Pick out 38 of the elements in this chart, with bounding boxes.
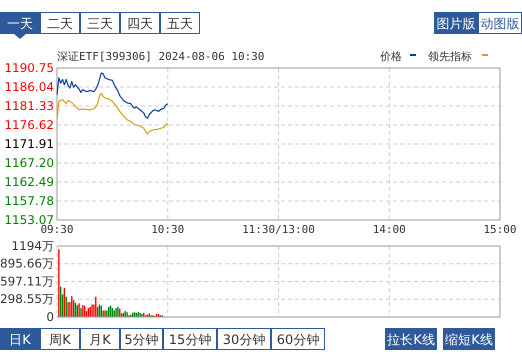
y-tick-label: 1171.91 [4, 137, 54, 151]
tab-button: 缩短K线 [443, 328, 495, 350]
y-tick-label: 1181.33 [4, 99, 54, 113]
y-tick-label: 0 [46, 310, 54, 324]
tab-button: 30分钟 [217, 328, 271, 350]
tab-button: 二天 [40, 12, 80, 34]
x-tick-label: 10:30 [151, 223, 184, 236]
x-tick-label: 09:30 [40, 223, 74, 236]
legend-label: 领先指标 [428, 50, 472, 63]
legend-label: 价格 [379, 50, 402, 63]
y-tick-label: 1176.62 [4, 118, 54, 132]
tab-button: 动图版 [478, 12, 522, 34]
tab-button: 五天 [160, 12, 200, 34]
tab-button: 周K [40, 328, 80, 350]
line-series [56, 92, 168, 135]
y-tick-label: 1194万 [11, 239, 54, 253]
tab-button: 60分钟 [271, 328, 325, 350]
y-tick-label: 895.66万 [0, 256, 54, 271]
y-tick-label: 1157.78 [4, 194, 54, 208]
y-tick-label: 298.55万 [0, 292, 54, 306]
tab-button: 5分钟 [120, 328, 163, 350]
x-tick-label: 11:30/13:00 [242, 223, 315, 236]
y-tick-label: 1167.20 [4, 156, 54, 170]
chart-title: 深证ETF[399306] 2024-08-06 10:30 [57, 50, 264, 63]
tab-button: 月K [80, 328, 120, 350]
line-series [56, 72, 168, 119]
tab-button: 拉长K线 [385, 328, 437, 350]
y-tick-label: 1186.04 [4, 80, 54, 94]
tab-button: 三天 [80, 12, 120, 34]
x-tick-label: 15:00 [483, 223, 517, 236]
tab-button: 15分钟 [163, 328, 217, 350]
x-tick-label: 14:00 [372, 223, 406, 236]
tab-button: 图片版 [434, 12, 478, 34]
y-tick-label: 1190.75 [4, 61, 54, 75]
y-tick-label: 597.11万 [0, 274, 54, 288]
tab-button: 四天 [120, 12, 160, 34]
y-tick-label: 1162.49 [4, 175, 54, 189]
tab-button: 日K [0, 328, 40, 350]
